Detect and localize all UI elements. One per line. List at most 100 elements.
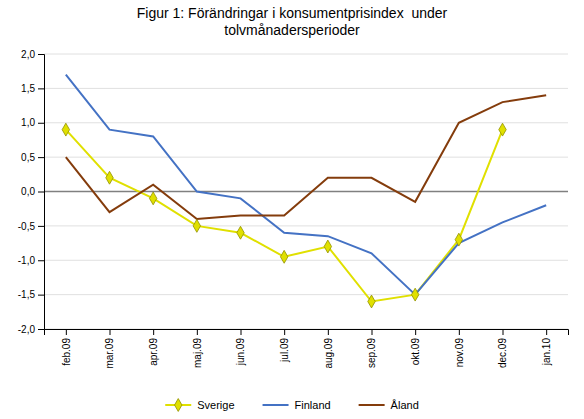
y-tick-label: 1,0 [21, 117, 35, 128]
series-line [66, 95, 546, 219]
legend-label: Finland [295, 399, 331, 411]
x-tick-label: jun.09 [235, 338, 246, 367]
legend-swatch [359, 404, 385, 406]
x-tick-mark [459, 329, 460, 335]
y-tick: 2,0 [21, 49, 44, 60]
x-tick-mark [503, 329, 504, 335]
x-tick: dec.09 [497, 329, 508, 368]
x-tick-label: nov.09 [454, 338, 465, 368]
y-tick-label: -1,0 [18, 255, 36, 266]
series-marker [499, 123, 506, 136]
y-tick: -2,0 [18, 324, 44, 335]
x-axis-line [45, 330, 569, 336]
series-marker [280, 250, 287, 263]
x-tick-mark [66, 329, 67, 335]
x-tick-mark [241, 329, 242, 335]
y-tick-label: -0,5 [18, 221, 36, 232]
y-tick-mark [38, 192, 44, 193]
y-tick-label: -1,5 [18, 289, 36, 300]
legend-label: Sverige [197, 399, 234, 411]
x-tick-label: jan.10 [541, 338, 552, 367]
grid-line [44, 122, 568, 123]
x-tick-mark [197, 329, 198, 335]
y-tick-mark [38, 295, 44, 296]
series-line [66, 75, 546, 295]
y-tick: -0,5 [18, 221, 44, 232]
plot-area [62, 75, 546, 308]
legend-item: Sverige [165, 399, 234, 412]
x-tick-mark [284, 329, 285, 335]
x-tick-mark [328, 329, 329, 335]
grid-line [44, 294, 568, 295]
grid-line [44, 157, 568, 158]
y-tick-mark [38, 88, 44, 89]
x-tick: jun.09 [235, 329, 246, 366]
x-tick: aug.09 [323, 329, 334, 369]
x-axis: feb.09 mar.09 apr.09 maj.09 jun.09 jul.09 aug.… [45, 329, 569, 369]
series-marker [193, 219, 200, 232]
y-tick-label: 0,5 [21, 152, 35, 163]
grid-line [44, 54, 568, 55]
y-tick: -1,5 [18, 289, 44, 300]
x-tick-mark [415, 329, 416, 335]
legend-item: Finland [263, 399, 331, 411]
x-tick: maj.09 [192, 329, 203, 368]
legend: Sverige Finland Åland [165, 399, 419, 412]
y-tick: 1,0 [21, 117, 44, 128]
y-tick-mark [38, 226, 44, 227]
x-tick-label: sep.09 [366, 338, 377, 368]
series-marker [237, 226, 244, 239]
series-marker [324, 240, 331, 253]
legend-swatch [263, 404, 289, 406]
x-tick: feb.09 [61, 329, 72, 366]
x-tick-label: dec.09 [497, 338, 508, 368]
legend-label: Åland [391, 399, 419, 411]
y-tick-label: 1,5 [21, 83, 35, 94]
x-tick: nov.09 [454, 329, 465, 367]
x-tick: mar.09 [104, 329, 115, 369]
y-tick-mark [38, 260, 44, 261]
y-tick-mark [38, 329, 44, 330]
legend-marker [175, 399, 182, 412]
y-tick-label: 0,0 [21, 186, 35, 197]
series-marker [149, 192, 156, 205]
x-tick-label: aug.09 [323, 338, 334, 369]
y-tick-mark [38, 157, 44, 158]
x-tick-mark [153, 329, 154, 335]
y-tick-label: 2,0 [21, 49, 35, 60]
series-marker [368, 295, 375, 308]
x-tick-label: jul.09 [279, 338, 290, 363]
y-tick-mark [38, 123, 44, 124]
x-tick-label: okt.09 [410, 338, 421, 366]
y-tick-mark [38, 54, 44, 55]
y-tick: 1,5 [21, 83, 44, 94]
chart: Figur 1: Förändringar i konsumentprisind… [0, 0, 584, 419]
x-tick: apr.09 [148, 329, 159, 366]
x-tick: sep.09 [366, 329, 377, 368]
x-tick-label: maj.09 [192, 338, 203, 368]
y-axis-line [38, 55, 45, 330]
y-tick: 0,5 [21, 152, 44, 163]
series-marker [62, 123, 69, 136]
x-tick-label: feb.09 [61, 338, 72, 366]
x-tick: jul.09 [279, 329, 290, 363]
grid-line [44, 260, 568, 261]
grid-line [44, 225, 568, 226]
x-tick-label: mar.09 [104, 338, 115, 369]
series-marker [106, 171, 113, 184]
y-axis: -2,0 -1,5 -1,0 -0,5 0,0 0,5 1,0 1,5 2,0 [18, 49, 45, 335]
legend-item: Åland [359, 399, 419, 411]
zero-line [44, 191, 568, 193]
x-tick-mark [110, 329, 111, 335]
grid [44, 54, 568, 329]
series-marker [411, 288, 418, 301]
title: Figur 1: Förändringar i konsumentprisind… [137, 5, 448, 38]
x-tick: jan.10 [541, 329, 552, 366]
x-tick-mark [372, 329, 373, 335]
y-tick-label: -2,0 [18, 324, 36, 335]
series-marker [455, 233, 462, 246]
grid-line [44, 88, 568, 89]
x-tick-label: apr.09 [148, 338, 159, 366]
y-tick: 0,0 [21, 186, 44, 197]
y-tick: -1,0 [18, 255, 44, 266]
